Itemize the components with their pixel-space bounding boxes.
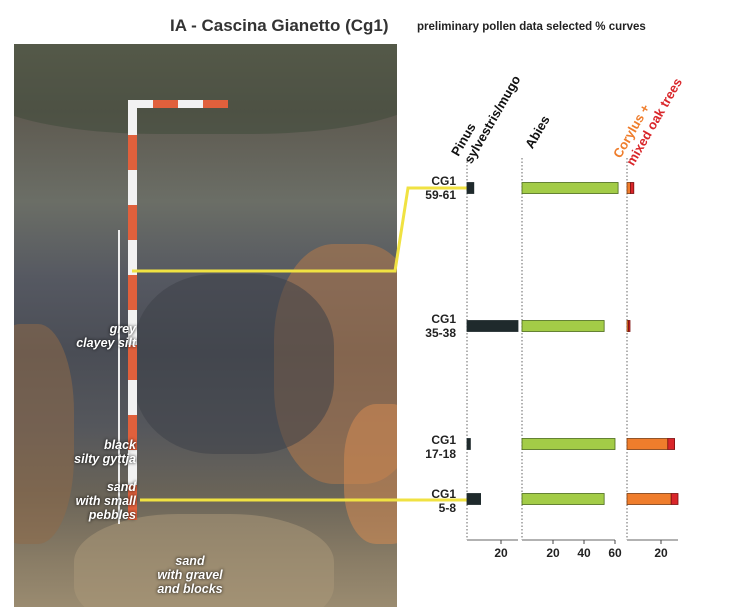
bar-abies-3: [521, 438, 616, 450]
bar-mixed-oak-trees-3: [667, 438, 675, 450]
sample-label-17-18: CG1 17-18: [425, 433, 456, 461]
section-photograph: [14, 44, 397, 607]
tick-label-20: 20: [494, 546, 508, 560]
tick-label-40: 40: [577, 546, 591, 560]
bar-pinus-sylvestris-mugo-4: [466, 493, 482, 505]
bar-abies-1: [521, 182, 619, 194]
measuring-stick: [128, 100, 137, 520]
bar-corylus-1: [626, 182, 631, 194]
tick-label-20: 20: [546, 546, 560, 560]
bar-pinus-sylvestris-mugo-1: [466, 182, 475, 194]
sample-label-35-38: CG1 35-38: [425, 312, 456, 340]
chart-subtitle: preliminary pollen data selected % curve…: [417, 21, 646, 33]
bar-pinus-sylvestris-mugo-3: [466, 438, 471, 450]
bar-mixed-oak-trees-1: [630, 182, 635, 194]
chart-title: IA - Cascina Gianetto (Cg1): [170, 16, 389, 35]
bar-mixed-oak-trees-2: [628, 320, 631, 332]
marker-line-59-61: [132, 186, 467, 273]
bar-mixed-oak-trees-4: [670, 493, 679, 505]
sand-small-pebbles-label: sand with small pebbles: [75, 480, 136, 522]
black-silty-gyttja-label: black silty gyttja: [74, 438, 136, 466]
sample-label-59-61: CG1 59-61: [425, 174, 456, 202]
bar-pinus-sylvestris-mugo-2: [466, 320, 519, 332]
bar-corylus-4: [626, 493, 672, 505]
tick-label-60: 60: [608, 546, 622, 560]
bar-abies-2: [521, 320, 605, 332]
sample-label-5-8: CG1 5-8: [431, 487, 456, 515]
tick-label-20: 20: [654, 546, 668, 560]
unit-bracket-line: [118, 230, 120, 524]
bar-corylus-3: [626, 438, 669, 450]
grey-clayey-silt-label: grey clayey silt: [76, 322, 136, 350]
sand-gravel-blocks-label: sand with gravel and blocks: [157, 554, 223, 596]
measuring-stick-top: [128, 100, 228, 108]
bar-abies-4: [521, 493, 605, 505]
